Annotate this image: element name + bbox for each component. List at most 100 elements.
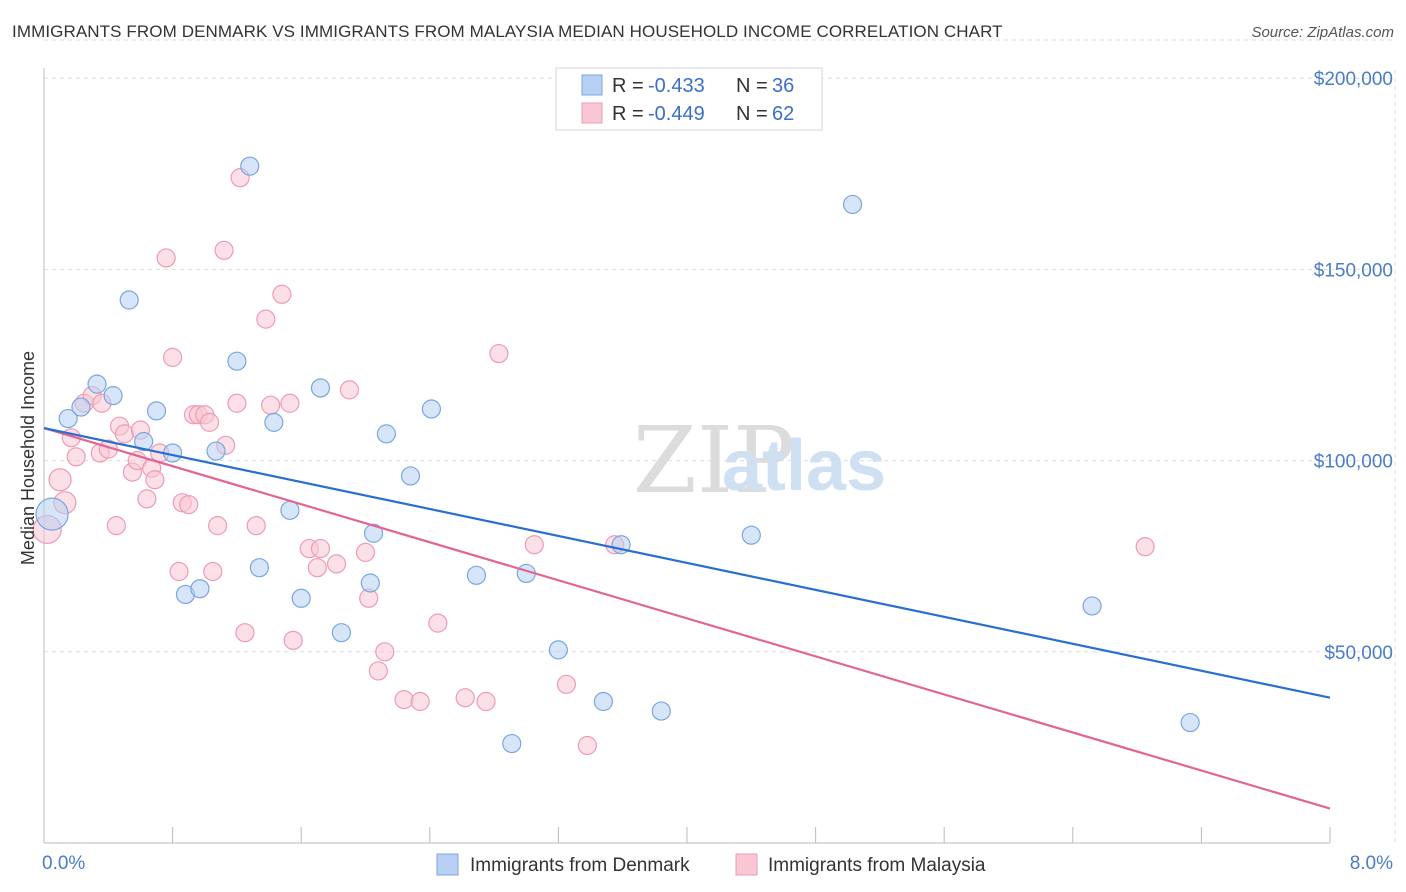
watermark-zip: ZIP [633,407,795,514]
bottom-legend: Immigrants from Denmark Immigrants from … [436,853,986,876]
denmark-point-23 [400,466,421,486]
denmark-point-35 [1180,712,1200,733]
denmark-point-28 [548,640,569,660]
denmark-point-21 [363,523,384,543]
x-tick-label-end: 8.0% [1350,853,1393,874]
legend-r-label-malaysia: R = [612,103,644,125]
malaysia-point-41 [283,630,303,650]
malaysia-point-29 [203,561,223,582]
malaysia-point-59 [577,735,597,756]
denmark-point-1 [58,408,78,429]
malaysia-point-21 [163,347,183,367]
denmark-point-4 [103,386,123,406]
source-label: Source: ZipAtlas.com [1251,24,1394,41]
tick-labels: $50,000 $100,000 $150,000 $200,000 0.0% 8.0% [42,69,1393,874]
denmark-point-34 [1082,596,1102,616]
legend-n-value-denmark: 36 [772,75,794,97]
denmark-point-25 [466,565,487,585]
watermark-atlas: atlas [722,426,886,506]
legend-n-label-denmark: N = [736,75,768,97]
denmark-point-32 [741,525,761,545]
malaysia-point-55 [476,691,496,712]
x-tick-label-start: 0.0% [42,853,85,874]
malaysia-point-36 [246,516,266,536]
malaysia-point-58 [556,674,577,694]
malaysia-point-1 [48,468,72,492]
malaysia-point-61 [1135,537,1155,557]
legend-n-value-malaysia: 62 [772,103,794,125]
y-tick-label-3: $200,000 [1314,69,1393,90]
malaysia-point-40 [280,393,300,413]
denmark-point-22 [376,424,396,444]
denmark-point-19 [331,623,351,643]
denmark-point-12 [227,351,247,371]
malaysia-point-46 [339,380,360,400]
legend-swatch-denmark [581,74,603,96]
malaysia-point-16 [137,489,157,509]
malaysia-point-43 [307,558,327,578]
denmark-point-13 [240,156,260,176]
denmark-point-10 [190,579,210,599]
denmark-point-0 [35,497,69,531]
malaysia-point-54 [455,688,475,708]
denmark-point-33 [842,194,863,215]
denmark-point-16 [280,500,300,520]
malaysia-point-37 [256,309,276,329]
bottom-legend-label-denmark: Immigrants from Denmark [470,855,690,876]
denmark-trend-line [43,427,1331,699]
bottom-legend-swatch-malaysia [735,853,758,876]
malaysia-point-56 [489,343,509,364]
malaysia-point-45 [326,554,347,574]
malaysia-point-49 [368,661,388,681]
malaysia-point-44 [310,538,331,559]
malaysia-point-52 [410,691,430,712]
malaysia-point-12 [114,424,134,444]
legend: R = -0.433 N = 36 R = -0.449 N = 62 [555,67,823,131]
malaysia-point-20 [156,248,176,268]
malaysia-trend-line [43,427,1331,810]
legend-r-label-denmark: R = [612,75,644,97]
denmark-point-2 [71,397,91,417]
y-tick-label-1: $100,000 [1314,452,1393,473]
malaysia-point-4 [66,447,86,467]
denmark-point-11 [206,441,226,461]
denmark-point-24 [421,399,442,419]
malaysia-point-35 [235,623,255,643]
trend-lines [43,427,1331,810]
denmark-point-6 [134,431,154,452]
denmark-point-5 [119,290,139,310]
y-tick-label-0: $50,000 [1324,643,1393,664]
denmark-point-20 [360,573,380,593]
malaysia-point-57 [524,535,544,555]
malaysia-point-22 [169,561,189,582]
denmark-point-26 [502,733,522,754]
malaysia-point-50 [375,642,395,662]
y-tick-label-2: $150,000 [1314,260,1393,281]
malaysia-point-31 [214,240,234,260]
malaysia-point-24 [179,494,199,515]
malaysia-point-38 [261,395,281,415]
malaysia-point-18 [145,470,165,490]
malaysia-point-30 [208,516,228,536]
y-axis-label: Median Household Income [18,351,38,565]
legend-r-value-denmark: -0.433 [648,75,705,97]
denmark-point-14 [249,558,270,578]
denmark-point-17 [291,588,311,608]
denmark-point-18 [310,378,331,398]
legend-swatch-malaysia [581,102,603,124]
legend-r-value-malaysia: -0.449 [648,103,705,125]
malaysia-point-33 [227,393,247,413]
denmark-point-7 [146,401,167,421]
malaysia-point-51 [394,690,414,710]
bottom-legend-swatch-denmark [436,853,459,876]
malaysia-point-10 [106,516,126,536]
legend-n-label-malaysia: N = [736,103,768,125]
malaysia-point-53 [428,613,448,633]
malaysia-point-28 [199,412,220,432]
bottom-legend-label-malaysia: Immigrants from Malaysia [768,855,986,876]
axes [43,68,1331,844]
denmark-point-15 [264,412,284,432]
denmark-point-3 [87,374,107,394]
denmark-point-31 [651,701,671,721]
